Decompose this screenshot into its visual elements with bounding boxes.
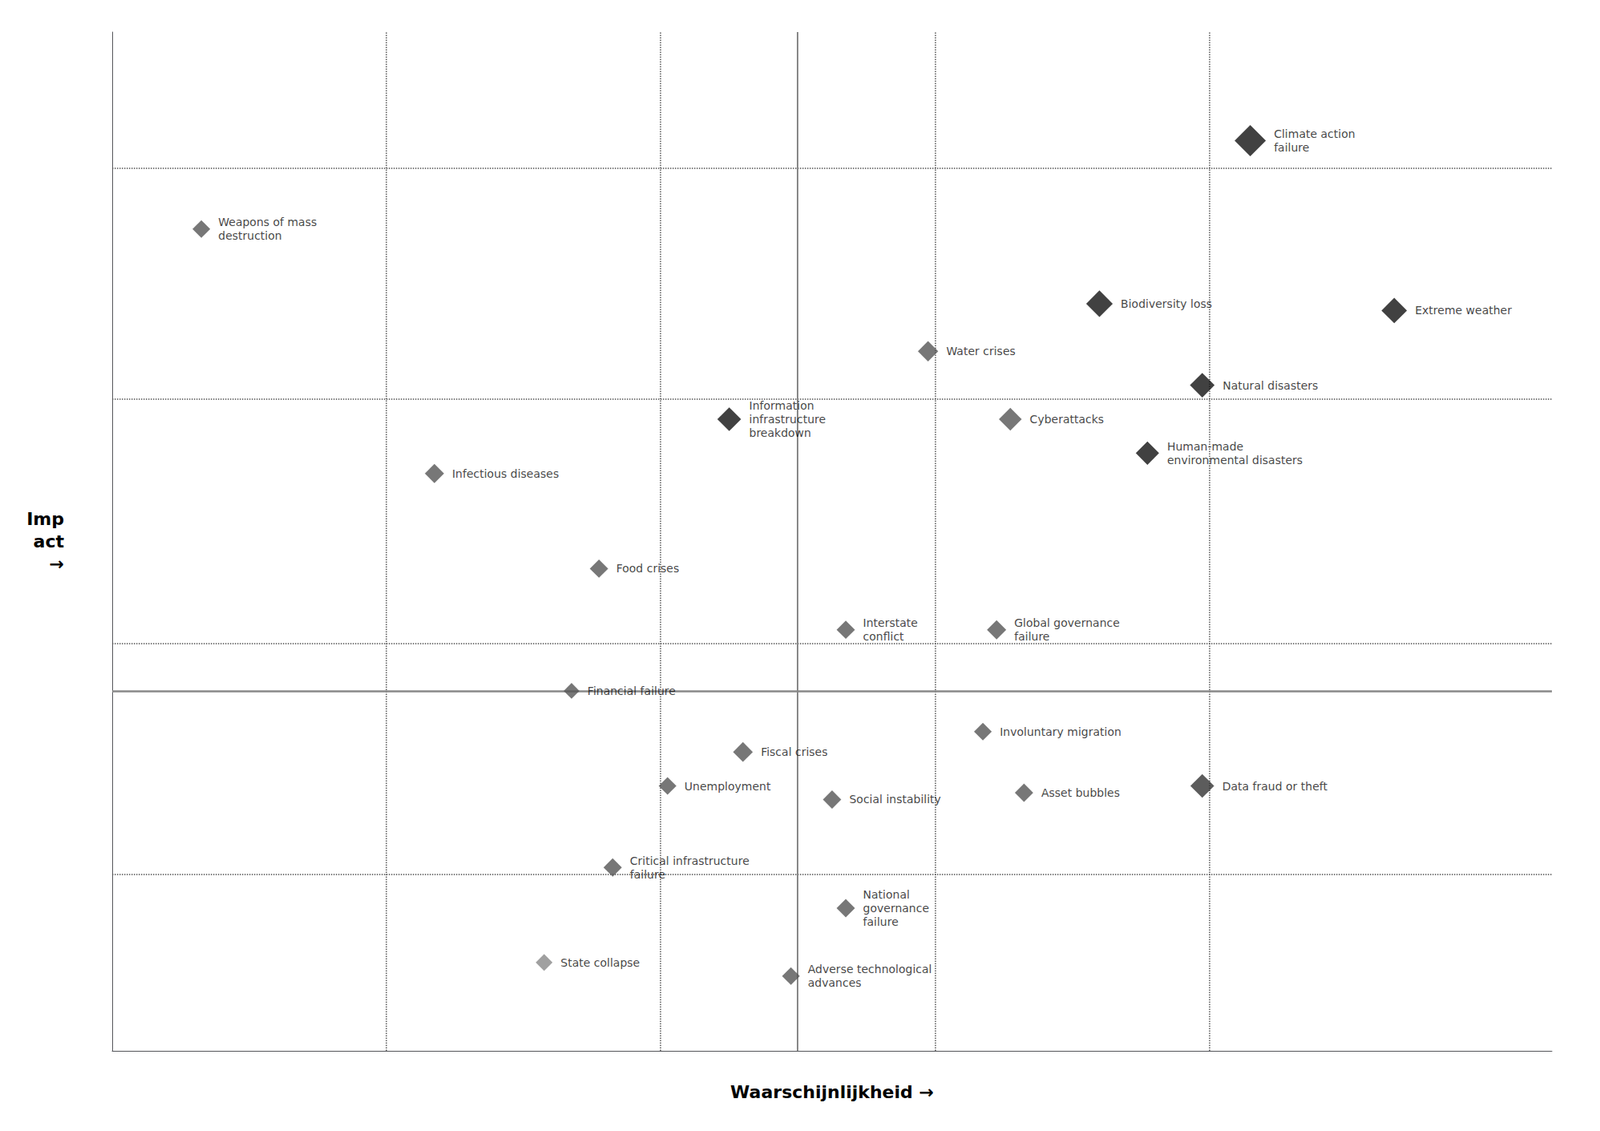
svg-text:Critical infrastructure: Critical infrastructure <box>630 854 750 868</box>
svg-text:infrastructure: infrastructure <box>749 412 827 426</box>
svg-text:Infectious diseases: Infectious diseases <box>452 467 559 481</box>
svg-text:Biodiversity loss: Biodiversity loss <box>1120 297 1213 311</box>
svg-text:Food crises: Food crises <box>616 561 680 575</box>
svg-text:Involuntary migration: Involuntary migration <box>999 725 1122 739</box>
svg-text:State collapse: State collapse <box>560 956 640 970</box>
svg-text:Extreme weather: Extreme weather <box>1414 303 1512 317</box>
svg-text:Imp: Imp <box>26 509 65 530</box>
svg-text:destruction: destruction <box>218 229 282 243</box>
svg-text:→: → <box>49 553 65 574</box>
svg-text:Data fraud or theft: Data fraud or theft <box>1222 779 1329 793</box>
svg-text:Waarschijnlijkheid →: Waarschijnlijkheid → <box>730 1082 934 1103</box>
svg-text:conflict: conflict <box>863 630 906 643</box>
svg-text:failure: failure <box>630 868 666 881</box>
svg-text:Information: Information <box>749 399 815 413</box>
svg-text:Human-made: Human-made <box>1167 440 1244 453</box>
svg-text:breakdown: breakdown <box>749 426 812 440</box>
svg-text:National: National <box>863 888 910 902</box>
svg-text:Weapons of mass: Weapons of mass <box>218 215 317 229</box>
svg-text:advances: advances <box>808 976 862 990</box>
svg-text:Unemployment: Unemployment <box>684 779 772 793</box>
svg-text:Social instability: Social instability <box>848 792 941 806</box>
svg-text:Interstate: Interstate <box>863 616 918 630</box>
svg-text:environmental disasters: environmental disasters <box>1167 453 1303 467</box>
svg-text:Natural disasters: Natural disasters <box>1222 379 1318 392</box>
svg-text:governance: governance <box>863 901 930 915</box>
svg-text:failure: failure <box>1014 630 1050 643</box>
svg-text:failure: failure <box>1273 141 1310 154</box>
svg-text:failure: failure <box>863 915 899 929</box>
svg-text:Cyberattacks: Cyberattacks <box>1030 412 1105 426</box>
svg-text:Climate action: Climate action <box>1273 127 1355 141</box>
svg-text:Fiscal crises: Fiscal crises <box>760 745 828 759</box>
svg-text:Financial failure: Financial failure <box>587 684 676 698</box>
svg-text:Adverse technological: Adverse technological <box>808 962 933 976</box>
svg-text:Water crises: Water crises <box>945 344 1015 358</box>
svg-text:act: act <box>33 531 65 552</box>
svg-text:Asset bubbles: Asset bubbles <box>1041 786 1120 800</box>
svg-text:Global governance: Global governance <box>1014 616 1120 630</box>
